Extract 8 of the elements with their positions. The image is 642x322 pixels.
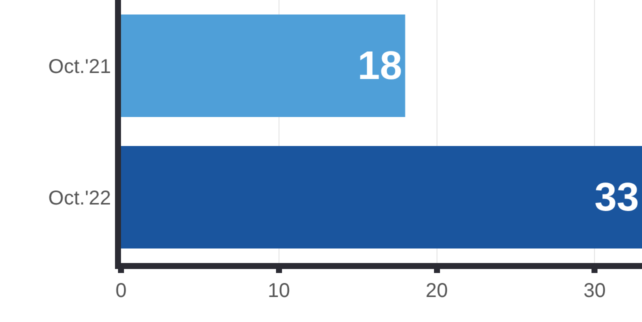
x-tick-label: 30 [584, 280, 606, 302]
x-tick-label: 0 [115, 280, 127, 302]
x-tick-label: 20 [426, 280, 448, 302]
x-tick-label: 10 [268, 280, 290, 302]
data-label: 33 [594, 175, 639, 220]
y-tick-label: Oct.'22 [48, 187, 111, 210]
y-tick-label: Oct.'21 [48, 56, 111, 78]
data-label: 18 [358, 44, 402, 88]
